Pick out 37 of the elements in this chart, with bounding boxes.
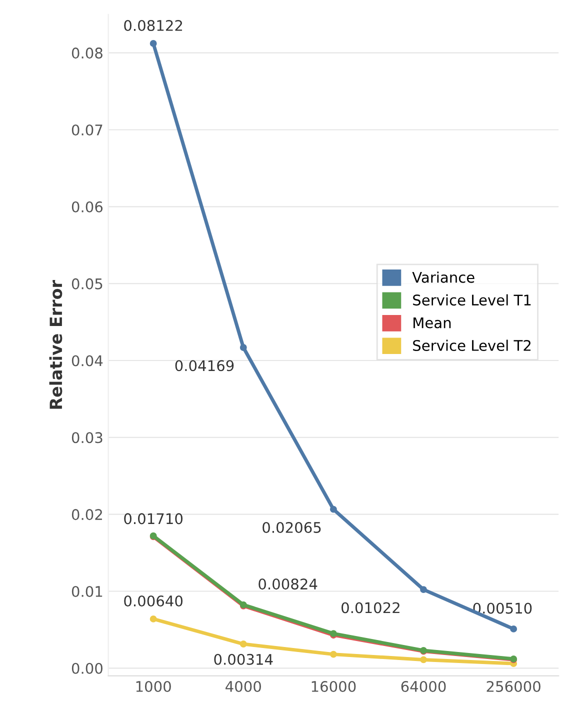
point	[420, 656, 427, 664]
point	[150, 40, 157, 47]
x-tick-label: 256000	[486, 680, 540, 692]
x-tick-label: 64000	[401, 680, 446, 692]
data-label: 0.00510	[473, 602, 532, 614]
data-label: 0.00640	[124, 595, 183, 607]
legend-label: Service Level T2	[413, 340, 530, 352]
y-tick-label: 0.05	[72, 278, 102, 290]
legend-label: Service Level T1	[413, 294, 531, 306]
legend-label: Variance	[412, 272, 474, 283]
y-tick-label: 0.06	[72, 201, 103, 212]
data-label: 0.01710	[124, 513, 183, 524]
y-tick-label: 0.01	[72, 586, 102, 597]
y-tick-label: 0.00	[72, 662, 102, 674]
point	[150, 615, 157, 622]
data-label: 0.08122	[124, 20, 182, 32]
y-tick-label: 0.07	[72, 124, 102, 136]
y-tick-label: 0.04	[72, 355, 103, 366]
y-tick-label: 0.08	[72, 48, 102, 59]
point	[330, 506, 337, 513]
y-tick-label: 0.02	[72, 509, 102, 520]
x-tick-label: 4000	[226, 680, 261, 692]
data-label: 0.00824	[258, 578, 318, 590]
point	[510, 625, 518, 632]
y-tick-label: 0.03	[72, 432, 102, 444]
x-tick-label: 1000	[136, 680, 171, 692]
data-label: 0.00314	[214, 654, 273, 665]
y-axis-title: Relative Error	[49, 280, 62, 409]
point	[420, 586, 427, 594]
point	[240, 640, 247, 648]
data-label: 0.02065	[262, 522, 321, 534]
data-label: 0.04169	[175, 360, 234, 372]
point	[330, 650, 337, 658]
data-label: 0.01022	[342, 602, 400, 614]
legend-label: Mean	[414, 317, 451, 328]
point	[240, 344, 247, 351]
x-tick-label: 16000	[312, 680, 356, 692]
